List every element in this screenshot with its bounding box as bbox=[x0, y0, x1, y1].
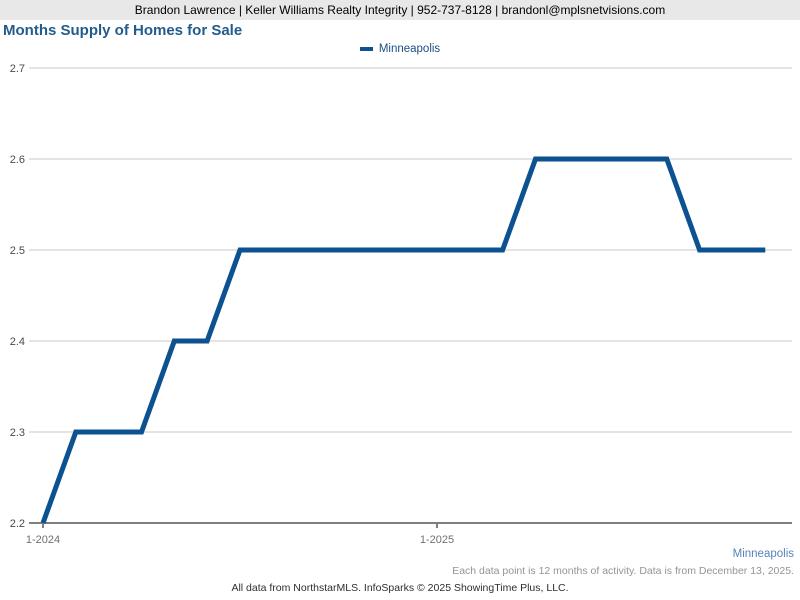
footer-data-note: Each data point is 12 months of activity… bbox=[452, 565, 794, 577]
y-tick-label: 2.3 bbox=[10, 427, 25, 439]
x-tick-label: 1-2025 bbox=[420, 534, 454, 546]
series-line-minneapolis bbox=[40, 156, 766, 524]
legend-series-label: Minneapolis bbox=[378, 43, 441, 55]
y-tick-label: 2.7 bbox=[10, 63, 25, 75]
footer-series-label: Minneapolis bbox=[732, 548, 794, 560]
footer-attribution: All data from NorthstarMLS. InfoSparks ©… bbox=[231, 582, 569, 594]
y-tick-label: 2.6 bbox=[10, 154, 25, 166]
chart-legend: Minneapolis bbox=[0, 43, 800, 55]
x-tick-label: 1-2024 bbox=[26, 534, 60, 546]
page-title: Months Supply of Homes for Sale bbox=[3, 22, 243, 39]
y-tick-label: 2.5 bbox=[10, 245, 25, 257]
y-tick-label: 2.2 bbox=[10, 518, 25, 530]
y-tick-label: 2.4 bbox=[10, 336, 25, 348]
legend-line-swatch bbox=[359, 47, 373, 51]
agent-contact-bar: Brandon Lawrence | Keller Williams Realt… bbox=[0, 0, 800, 20]
agent-contact-text: Brandon Lawrence | Keller Williams Realt… bbox=[134, 3, 666, 17]
